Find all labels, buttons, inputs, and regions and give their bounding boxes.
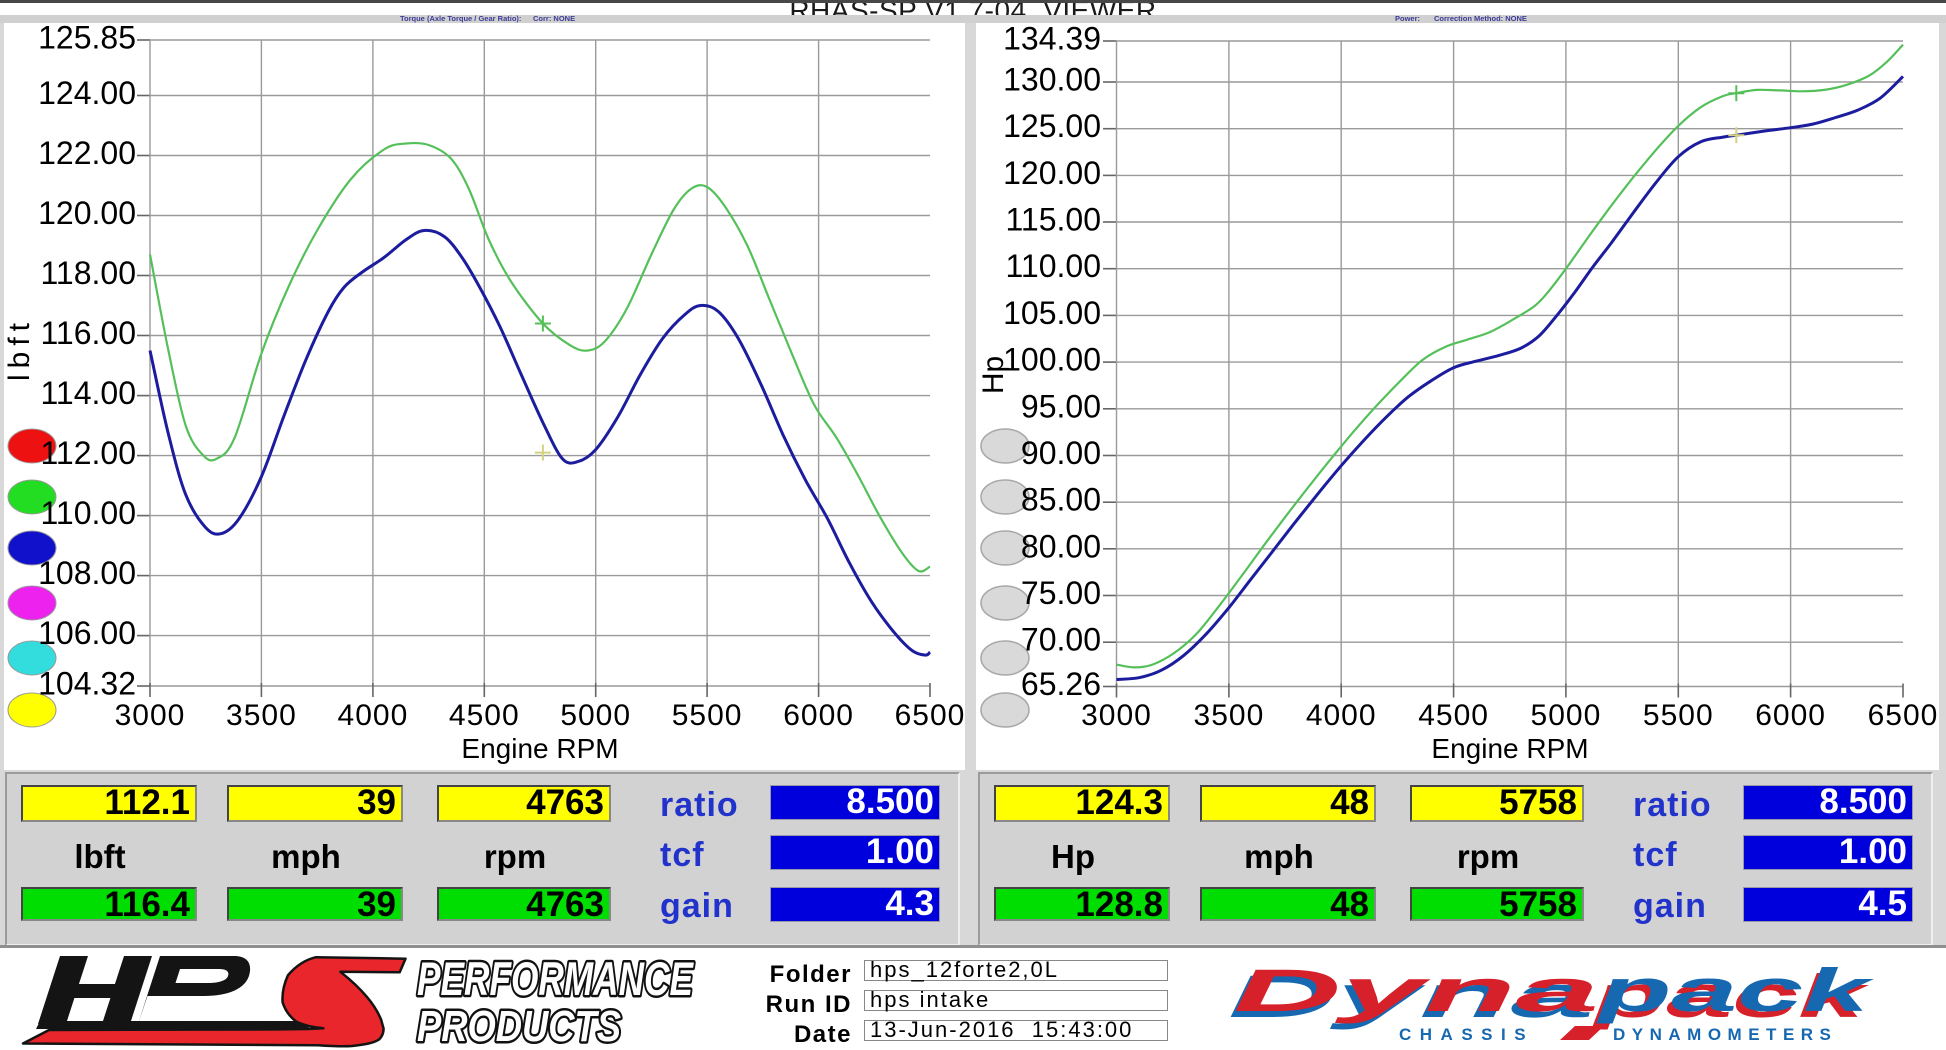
svg-text:90.00: 90.00 [1021,435,1101,471]
svg-text:Hp: Hp [977,356,1010,394]
svg-text:100.00: 100.00 [1003,342,1101,378]
svg-text:pack: pack [1595,957,1874,1024]
svg-text:95.00: 95.00 [1021,388,1101,424]
svg-text:104.32: 104.32 [38,666,136,702]
svg-text:CHASSIS: CHASSIS [1399,1025,1534,1044]
svg-text:4500: 4500 [1418,699,1489,732]
svg-text:4000: 4000 [338,699,409,732]
svg-text:Dyna: Dyna [1228,963,1594,1030]
svg-text:6000: 6000 [1755,699,1826,732]
svg-text:125.85: 125.85 [38,23,136,56]
svg-text:5000: 5000 [1531,699,1602,732]
svg-text:120.00: 120.00 [1003,155,1101,191]
svg-text:110.00: 110.00 [41,495,137,531]
svg-text:125.00: 125.00 [1003,108,1101,144]
svg-text:Engine RPM: Engine RPM [1431,733,1588,764]
svg-text:5500: 5500 [1643,699,1714,732]
svg-text:3500: 3500 [226,699,297,732]
svg-text:116.00: 116.00 [41,315,137,351]
svg-text:114.00: 114.00 [41,375,137,411]
svg-text:112.00: 112.00 [41,435,137,471]
svg-text:pack: pack [1590,963,1869,1030]
svg-text:4500: 4500 [449,699,520,732]
svg-text:3000: 3000 [1081,699,1152,732]
svg-text:Dyna: Dyna [1233,957,1599,1024]
svg-text:115.00: 115.00 [1006,202,1102,238]
svg-text:120.00: 120.00 [38,195,136,231]
svg-text:106.00: 106.00 [38,615,136,651]
svg-text:lbft: lbft [3,317,36,381]
svg-text:122.00: 122.00 [38,135,136,171]
svg-text:108.00: 108.00 [38,555,136,591]
svg-text:105.00: 105.00 [1003,295,1101,331]
svg-text:Engine RPM: Engine RPM [461,733,618,764]
svg-text:130.00: 130.00 [1003,62,1101,98]
svg-text:124.00: 124.00 [38,75,136,111]
svg-text:65.26: 65.26 [1021,666,1101,702]
svg-text:PERFORMANCE: PERFORMANCE [417,952,694,1005]
svg-text:DYNAMOMETERS: DYNAMOMETERS [1613,1025,1837,1044]
svg-text:6500: 6500 [895,699,966,732]
svg-text:6000: 6000 [783,699,854,732]
svg-text:PRODUCTS: PRODUCTS [417,1002,621,1050]
svg-text:70.00: 70.00 [1021,622,1101,658]
svg-text:118.00: 118.00 [41,255,137,291]
svg-text:110.00: 110.00 [1006,248,1102,284]
svg-text:134.39: 134.39 [1003,23,1101,57]
svg-text:5500: 5500 [672,699,743,732]
svg-text:5000: 5000 [560,699,631,732]
svg-text:3500: 3500 [1194,699,1265,732]
svg-text:85.00: 85.00 [1021,482,1101,518]
svg-text:3000: 3000 [115,699,186,732]
svg-text:75.00: 75.00 [1021,575,1101,611]
svg-text:4000: 4000 [1306,699,1377,732]
svg-text:6500: 6500 [1868,699,1939,732]
svg-text:80.00: 80.00 [1021,528,1101,564]
